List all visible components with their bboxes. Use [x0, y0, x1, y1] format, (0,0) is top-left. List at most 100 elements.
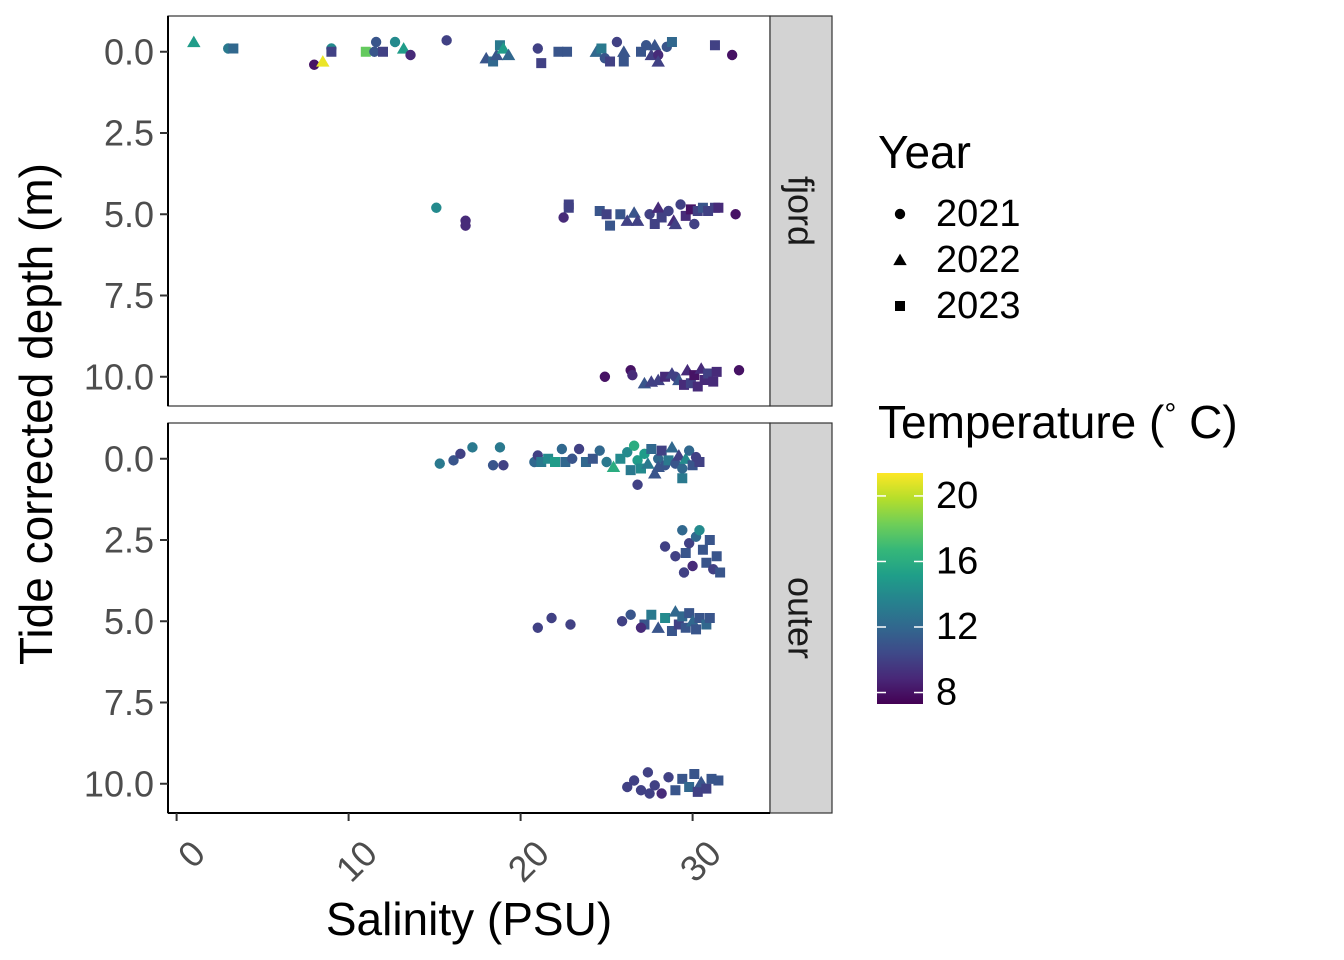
colorbar-tick-label: 20	[936, 475, 978, 517]
data-point	[673, 619, 684, 630]
colorbar-tick-label: 12	[936, 606, 978, 648]
y-axis-outer: 0.0 2.5 5.0 7.5 10.0	[84, 423, 169, 813]
data-point	[677, 525, 688, 536]
legend-year-key-circle	[894, 208, 906, 220]
data-point	[627, 369, 638, 381]
data-point	[683, 538, 695, 549]
data-point	[596, 43, 607, 54]
data-point	[644, 788, 655, 799]
data-point	[628, 775, 640, 786]
data-point	[487, 460, 499, 471]
data-point	[730, 209, 741, 220]
facet-strip-fjord	[769, 15, 833, 407]
data-point	[684, 782, 695, 792]
data-point	[494, 442, 506, 453]
data-point	[703, 206, 714, 216]
data-point	[622, 781, 633, 793]
x-axis: 0 10 20 30	[168, 812, 770, 890]
data-point	[704, 535, 715, 545]
y-tick-label: 10.0	[84, 763, 154, 804]
data-point	[488, 56, 499, 67]
data-point	[441, 35, 452, 46]
data-point	[498, 460, 509, 471]
facet-label-outer: outer	[781, 577, 822, 659]
y-tick-label: 10.0	[84, 356, 154, 397]
legend-temperature: Temperature (° C) 8 12 16 20	[877, 396, 1238, 714]
data-point	[630, 214, 645, 226]
data-point	[635, 622, 647, 633]
data-point	[587, 453, 598, 464]
data-point	[601, 456, 612, 468]
data-point	[691, 624, 702, 635]
data-point	[615, 209, 626, 220]
data-point	[666, 37, 677, 47]
data-point	[666, 626, 677, 636]
data-point	[489, 48, 504, 61]
points-fjord	[187, 35, 745, 392]
data-point	[713, 775, 724, 786]
data-point	[594, 445, 605, 456]
data-point	[665, 440, 679, 453]
data-point	[656, 212, 667, 223]
legend-temperature-title-unit: C)	[1176, 396, 1237, 448]
data-point	[553, 46, 564, 57]
data-point	[683, 445, 695, 456]
data-point	[635, 785, 647, 796]
data-point	[685, 614, 700, 627]
data-point	[641, 457, 655, 469]
data-point	[708, 376, 719, 387]
data-point	[562, 46, 573, 57]
data-point	[689, 370, 700, 381]
data-point	[656, 788, 667, 799]
data-point	[616, 616, 628, 627]
data-point	[646, 444, 657, 454]
y-tick-label: 0.0	[104, 438, 154, 479]
data-point	[536, 457, 547, 467]
data-point	[694, 613, 705, 623]
data-point	[703, 368, 714, 379]
data-point	[663, 772, 674, 783]
data-point	[733, 365, 745, 376]
data-point	[660, 613, 671, 623]
data-point	[369, 46, 380, 57]
data-point	[684, 608, 695, 619]
y-tick-label: 5.0	[104, 194, 154, 235]
data-point	[573, 443, 585, 455]
data-point	[396, 42, 411, 54]
data-point	[694, 457, 705, 467]
data-point	[677, 473, 688, 484]
data-point	[611, 36, 623, 48]
y-tick-label: 2.5	[104, 520, 154, 561]
data-point	[636, 463, 646, 474]
data-point	[494, 40, 505, 51]
data-point	[309, 59, 320, 70]
data-point	[556, 443, 568, 455]
y-axis-title: Tide corrected depth (m)	[10, 163, 62, 665]
colorbar-tick-label: 16	[936, 540, 978, 582]
data-point	[653, 49, 664, 61]
x-tick-label: 0	[170, 832, 213, 875]
y-tick-label: 7.5	[104, 682, 154, 723]
x-tick-label: 20	[500, 832, 557, 889]
data-point	[715, 567, 726, 578]
legend-temperature-title: Temperature (° C)	[878, 396, 1238, 448]
data-point	[679, 379, 689, 390]
data-point	[680, 210, 691, 221]
y-axis-fjord: 0.0 2.5 5.0 7.5 10.0	[84, 16, 169, 406]
data-point	[642, 767, 654, 778]
x-tick-label: 10	[328, 832, 385, 889]
data-point	[697, 544, 708, 555]
data-point	[651, 460, 665, 472]
data-point	[558, 212, 569, 223]
data-point	[618, 56, 629, 67]
data-point	[649, 780, 660, 791]
x-tick-label: 30	[672, 832, 729, 889]
data-point	[378, 46, 388, 57]
legend-year-key-square	[895, 301, 905, 311]
data-point	[448, 455, 459, 466]
data-point	[656, 445, 667, 456]
data-point	[632, 479, 643, 490]
data-point	[625, 609, 636, 620]
y-tick-label: 5.0	[104, 601, 154, 642]
